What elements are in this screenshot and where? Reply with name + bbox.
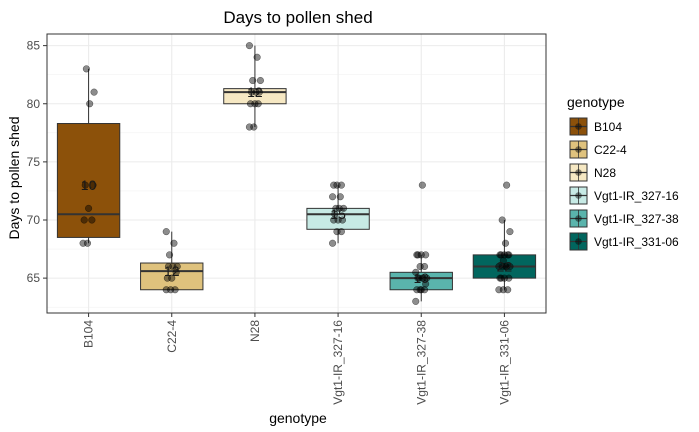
data-point xyxy=(495,262,503,271)
count-label: 15 xyxy=(330,206,346,222)
legend: genotype B104 C22-4 N28 Vgt1-IR_327-16 Vgt1-… xyxy=(567,94,679,251)
data-point xyxy=(170,239,178,247)
data-point xyxy=(418,181,426,189)
data-point xyxy=(80,216,88,224)
panel-border xyxy=(46,33,547,314)
data-point xyxy=(85,204,93,212)
box xyxy=(56,123,121,238)
data-point xyxy=(171,286,179,294)
data-point xyxy=(162,228,170,236)
data-point xyxy=(86,100,94,108)
data-point xyxy=(332,204,340,212)
count-label: 12 xyxy=(247,84,263,100)
legend-key-point xyxy=(575,146,582,153)
x-tick-label: C22-4 xyxy=(165,320,179,353)
legend-key-point xyxy=(575,192,582,199)
y-tick-label: 70 xyxy=(27,213,41,227)
data-point xyxy=(503,262,511,271)
data-point xyxy=(331,210,339,218)
legend-key-point xyxy=(575,215,582,222)
legend-label: B104 xyxy=(594,120,622,134)
data-point xyxy=(336,193,344,201)
data-point xyxy=(340,204,348,212)
data-point xyxy=(249,76,257,85)
data-point xyxy=(417,286,425,294)
data-point xyxy=(419,274,428,282)
legend-label: C22-4 xyxy=(594,143,627,157)
data-point xyxy=(337,181,345,189)
data-point xyxy=(412,297,420,305)
data-point xyxy=(252,88,260,96)
legend-key-point xyxy=(575,169,582,176)
data-point xyxy=(329,193,337,201)
data-point xyxy=(422,251,430,259)
count-label: 19 xyxy=(413,270,429,286)
data-point xyxy=(505,251,513,259)
data-point xyxy=(253,53,261,61)
legend-key-point xyxy=(575,123,582,130)
data-point xyxy=(501,239,510,247)
y-axis-title: Days to pollen shed xyxy=(6,117,22,240)
data-point xyxy=(504,286,512,294)
data-point xyxy=(338,216,347,224)
data-point xyxy=(329,239,337,247)
legend-title: genotype xyxy=(567,94,625,110)
data-point xyxy=(81,181,89,189)
data-point xyxy=(251,100,259,108)
x-tick-label: Vgt1-IR_331-06 xyxy=(497,320,511,405)
data-point xyxy=(88,216,96,224)
y-tick-label: 75 xyxy=(27,155,41,169)
legend-key-point xyxy=(575,238,582,245)
count-label: 22 xyxy=(497,259,513,275)
count-label: 12 xyxy=(164,263,180,279)
data-point xyxy=(245,42,253,50)
data-point xyxy=(497,251,505,259)
data-point xyxy=(414,251,422,259)
data-point xyxy=(337,228,345,236)
data-point xyxy=(256,76,264,85)
data-point xyxy=(168,274,176,282)
data-point xyxy=(503,181,511,189)
y-tick-label: 85 xyxy=(27,39,41,53)
data-point xyxy=(505,274,513,282)
data-point xyxy=(412,268,420,276)
y-tick-label: 65 xyxy=(27,271,41,285)
data-point xyxy=(250,123,258,131)
data-point xyxy=(89,181,97,189)
data-point xyxy=(82,65,90,73)
x-tick-label: B104 xyxy=(82,320,96,348)
data-point xyxy=(173,262,181,271)
data-point xyxy=(166,251,174,259)
data-point xyxy=(83,239,92,247)
data-point xyxy=(90,88,98,96)
data-point xyxy=(172,268,180,276)
legend-label: Vgt1-IR_331-06 xyxy=(594,235,679,249)
data-point xyxy=(497,274,505,282)
data-point xyxy=(330,181,338,189)
x-tick-label: Vgt1-IR_327-38 xyxy=(414,320,428,405)
legend-label: Vgt1-IR_327-16 xyxy=(594,189,679,203)
data-point xyxy=(498,216,506,224)
legend-label: N28 xyxy=(594,166,616,180)
plot-panel: 65 70 75 80 85 10 12 12 15 19 22 B104 C22-4 N28 Vgt1-I… xyxy=(27,33,547,405)
x-axis-title: genotype xyxy=(269,410,327,426)
chart-title: Days to pollen shed xyxy=(223,8,372,27)
data-point xyxy=(506,228,514,236)
legend-label: Vgt1-IR_327-38 xyxy=(594,212,679,226)
y-tick-label: 80 xyxy=(27,97,41,111)
count-label: 10 xyxy=(81,177,97,193)
x-tick-label: Vgt1-IR_327-16 xyxy=(331,320,345,405)
data-point xyxy=(421,262,429,271)
x-tick-label: N28 xyxy=(248,320,262,342)
